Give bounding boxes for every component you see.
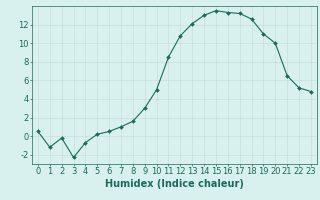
X-axis label: Humidex (Indice chaleur): Humidex (Indice chaleur) xyxy=(105,179,244,189)
